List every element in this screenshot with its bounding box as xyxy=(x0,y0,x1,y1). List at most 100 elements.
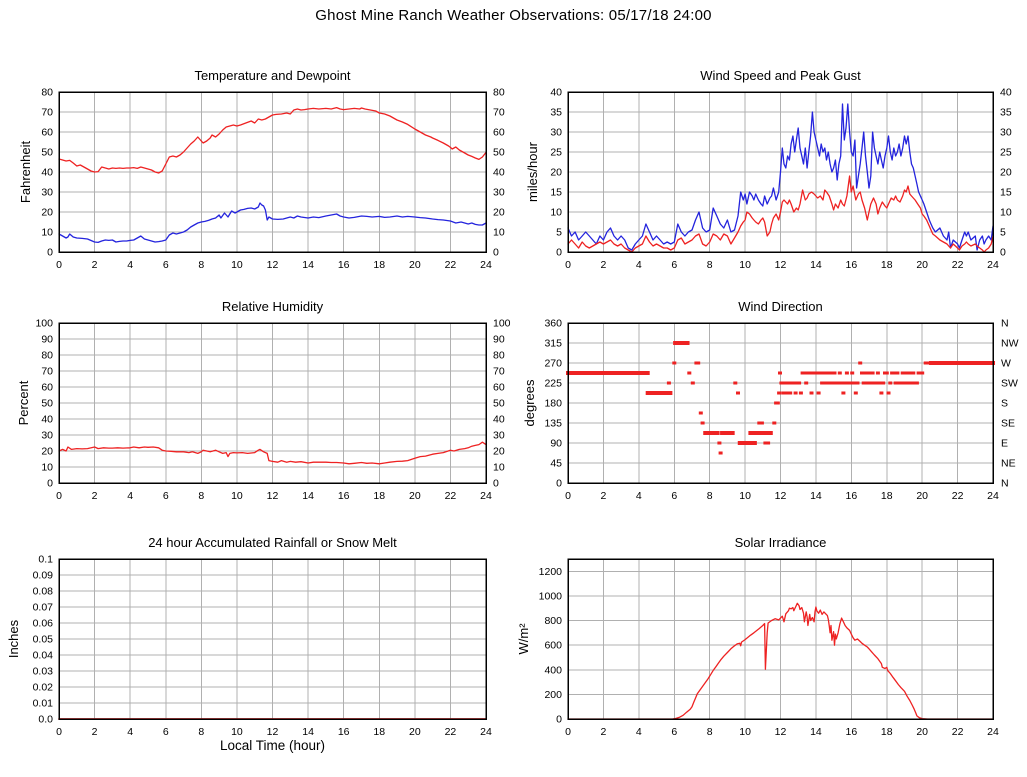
y-tick-label-right: 35 xyxy=(1000,107,1012,119)
y-tick-label: 60 xyxy=(41,382,53,394)
x-tick-label: 10 xyxy=(739,490,751,502)
x-tick-label: 18 xyxy=(373,726,385,738)
plot-border xyxy=(58,91,487,253)
y-tick-label: 0.07 xyxy=(33,602,54,614)
y-tick-label-right: 30 xyxy=(1000,127,1012,139)
x-tick-label: 2 xyxy=(600,490,606,502)
y-tick-label: 5 xyxy=(556,227,562,239)
y-tick-label-right: 100 xyxy=(493,318,511,330)
y-tick-label: 80 xyxy=(41,87,53,99)
x-tick-label: 0 xyxy=(56,726,62,738)
x-tick-label: 22 xyxy=(952,259,964,271)
y-tick-label-right: 70 xyxy=(493,366,505,378)
y-tick-label: 135 xyxy=(544,418,562,430)
y-tick-label-right: 25 xyxy=(1000,147,1012,159)
y-tick-label: 45 xyxy=(550,458,562,470)
y-tick-label: 0.1 xyxy=(38,554,53,566)
dewpoint-line xyxy=(58,202,487,244)
x-tick-label: 14 xyxy=(810,259,822,271)
chart-title: Wind Speed and Peak Gust xyxy=(700,68,861,83)
compass-label: S xyxy=(1001,398,1008,410)
x-tick-label: 0 xyxy=(565,259,571,271)
y-tick-label-right: 40 xyxy=(493,414,505,426)
y-tick-label: 10 xyxy=(550,207,562,219)
wind-speed-line xyxy=(567,175,994,253)
x-tick-label: 8 xyxy=(707,490,713,502)
y-tick-label-right: 0 xyxy=(1000,247,1006,259)
x-tick-label: 0 xyxy=(56,259,62,271)
y-tick-label: 50 xyxy=(41,147,53,159)
x-tick-label: 16 xyxy=(845,490,857,502)
y-tick-label: 90 xyxy=(41,334,53,346)
x-tick-label: 4 xyxy=(127,259,133,271)
y-axis-label: Percent xyxy=(16,380,31,425)
x-axis-label: Local Time (hour) xyxy=(220,738,325,753)
x-tick-label: 6 xyxy=(163,490,169,502)
y-tick-label: 180 xyxy=(544,398,562,410)
y-tick-label-right: 10 xyxy=(493,462,505,474)
y-tick-label: 0 xyxy=(556,478,562,490)
x-tick-label: 8 xyxy=(707,726,713,738)
plot-border xyxy=(58,558,487,720)
y-tick-label: 10 xyxy=(41,227,53,239)
x-tick-label: 20 xyxy=(409,490,421,502)
y-tick-label-right: 40 xyxy=(493,167,505,179)
x-tick-label: 4 xyxy=(636,490,642,502)
x-tick-label: 10 xyxy=(231,726,243,738)
y-tick-label: 0 xyxy=(556,714,562,726)
compass-label: N xyxy=(1001,318,1009,330)
x-tick-label: 10 xyxy=(231,259,243,271)
chart-title: Solar Irradiance xyxy=(735,535,827,550)
x-tick-label: 24 xyxy=(987,490,999,502)
x-tick-label: 8 xyxy=(198,726,204,738)
x-tick-label: 22 xyxy=(445,726,457,738)
y-tick-label: 30 xyxy=(550,127,562,139)
plot-border xyxy=(567,322,994,484)
y-tick-label: 0.02 xyxy=(33,682,54,694)
compass-label: SE xyxy=(1001,418,1015,430)
x-tick-label: 4 xyxy=(127,726,133,738)
x-tick-label: 2 xyxy=(92,490,98,502)
x-tick-label: 2 xyxy=(600,726,606,738)
plot-border xyxy=(567,91,994,253)
x-tick-label: 0 xyxy=(565,490,571,502)
x-tick-label: 6 xyxy=(163,726,169,738)
y-tick-label: 20 xyxy=(41,446,53,458)
y-tick-label: 15 xyxy=(550,187,562,199)
compass-label: NE xyxy=(1001,458,1016,470)
y-tick-label-right: 15 xyxy=(1000,187,1012,199)
x-tick-label: 4 xyxy=(636,259,642,271)
y-tick-label: 90 xyxy=(550,438,562,450)
humidity-line xyxy=(58,441,487,465)
y-tick-label: 0.0 xyxy=(38,714,53,726)
x-tick-label: 14 xyxy=(302,490,314,502)
y-tick-label: 225 xyxy=(544,378,562,390)
x-tick-label: 18 xyxy=(373,259,385,271)
compass-label: SW xyxy=(1001,378,1018,390)
x-tick-label: 6 xyxy=(163,259,169,271)
x-tick-label: 24 xyxy=(987,259,999,271)
y-tick-label: 40 xyxy=(41,414,53,426)
y-tick-label-right: 30 xyxy=(493,187,505,199)
x-tick-label: 2 xyxy=(600,259,606,271)
gridlines xyxy=(59,92,486,252)
chart-panel-wind-speed-gust: Wind Speed and Peak Gust 0 2 4 6 8 10 12 14 16 18 2… xyxy=(514,60,1027,291)
y-axis-label: Inches xyxy=(6,619,21,658)
y-tick-label: 200 xyxy=(544,689,562,701)
y-tick-label-right: 20 xyxy=(493,446,505,458)
x-tick-label: 24 xyxy=(480,490,492,502)
y-tick-label: 0.09 xyxy=(33,570,54,582)
gridlines xyxy=(568,323,993,483)
x-tick-label: 14 xyxy=(302,259,314,271)
x-tick-label: 24 xyxy=(480,726,492,738)
y-tick-label: 0 xyxy=(556,247,562,259)
y-axis-label: W/m² xyxy=(516,623,531,655)
x-tick-label: 12 xyxy=(775,726,787,738)
compass-label: NW xyxy=(1001,338,1019,350)
y-tick-label: 400 xyxy=(544,664,562,676)
y-tick-label: 80 xyxy=(41,350,53,362)
y-tick-label: 60 xyxy=(41,127,53,139)
y-tick-label-right: 60 xyxy=(493,382,505,394)
